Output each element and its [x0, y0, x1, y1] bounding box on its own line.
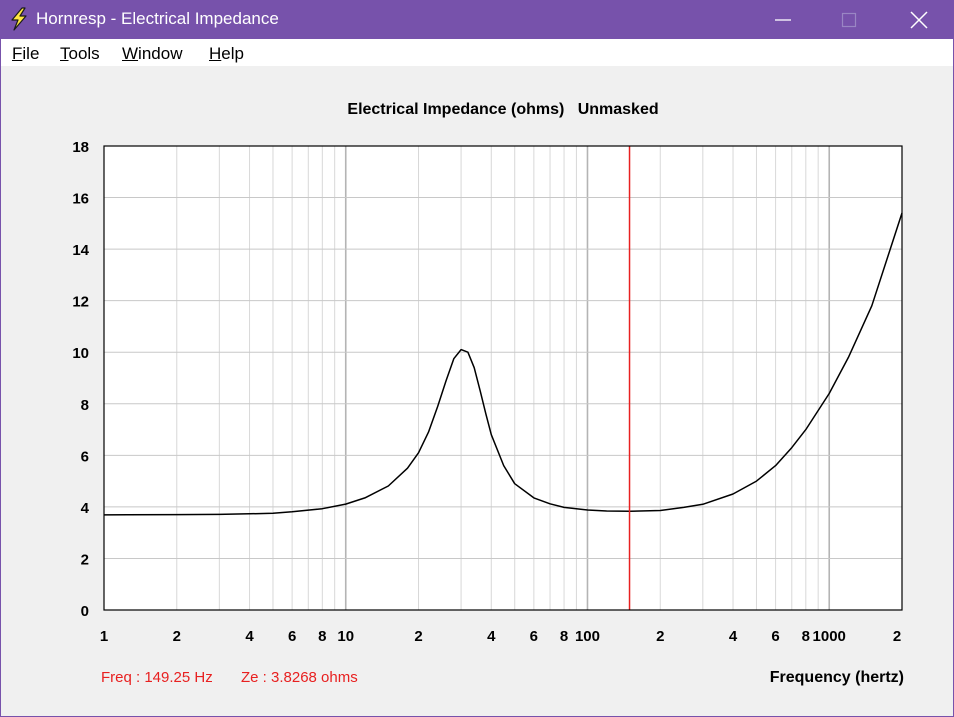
x-tick-label: 4: [729, 628, 738, 645]
x-tick-label: 2: [173, 628, 181, 645]
y-tick-label: 0: [81, 603, 89, 620]
x-tick-label: 4: [245, 628, 254, 645]
plot-area: [104, 146, 902, 610]
x-tick-label: 2: [414, 628, 422, 645]
menu-window[interactable]: Window: [122, 44, 183, 63]
minimize-icon: [775, 19, 791, 21]
maximize-icon: [841, 12, 857, 28]
menu-tools[interactable]: Tools: [60, 44, 100, 63]
y-tick-label: 6: [81, 448, 89, 465]
y-tick-label: 2: [81, 551, 89, 568]
window-title: Hornresp - Electrical Impedance: [36, 9, 279, 28]
minimize-button[interactable]: [760, 0, 806, 39]
x-tick-label: 1: [100, 628, 108, 645]
chart-title: Electrical Impedance (ohms) Unmasked: [347, 101, 658, 118]
y-tick-label: 12: [72, 294, 89, 311]
x-tick-label: 6: [530, 628, 538, 645]
y-tick-label: 8: [81, 397, 89, 414]
impedance-chart[interactable]: Electrical Impedance (ohms) Unmasked 0 2 4 6…: [1, 66, 953, 716]
maximize-button[interactable]: [826, 0, 872, 39]
menu-help[interactable]: Help: [209, 44, 244, 63]
impedance-curve: [103, 212, 903, 516]
x-tick-label: 2: [656, 628, 664, 645]
impedance-readout: Ze : 3.8268 ohms: [241, 669, 358, 686]
y-tick-label: 10: [72, 345, 89, 362]
close-icon: [910, 11, 928, 29]
x-tick-label: 10: [337, 628, 354, 645]
x-tick-label: 6: [771, 628, 779, 645]
x-axis-title: Frequency (hertz): [769, 669, 904, 686]
x-tick-label: 6: [288, 628, 296, 645]
x-tick-label: 8: [560, 628, 568, 645]
close-button[interactable]: [896, 0, 942, 39]
y-tick-label: 14: [72, 242, 89, 259]
x-tick-label: 4: [487, 628, 496, 645]
menu-file[interactable]: File: [12, 44, 40, 63]
y-tick-label: 18: [72, 139, 89, 156]
x-tick-label: 8: [802, 628, 810, 645]
y-tick-label: 16: [72, 191, 89, 208]
menu-bar: File Tools Window Help: [1, 39, 953, 66]
y-tick-label: 4: [81, 500, 90, 517]
chart-panel: Electrical Impedance (ohms) Unmasked 0 2 4 6…: [1, 66, 953, 716]
x-tick-label: 1000: [813, 628, 846, 645]
x-tick-label: 100: [575, 628, 600, 645]
freq-readout: Freq : 149.25 Hz: [101, 669, 213, 686]
x-tick-label: 8: [318, 628, 326, 645]
plot-frame: [103, 145, 903, 611]
lightning-icon: [11, 7, 27, 31]
x-tick-label: 2: [893, 628, 901, 645]
title-bar[interactable]: Hornresp - Electrical Impedance: [0, 0, 954, 39]
